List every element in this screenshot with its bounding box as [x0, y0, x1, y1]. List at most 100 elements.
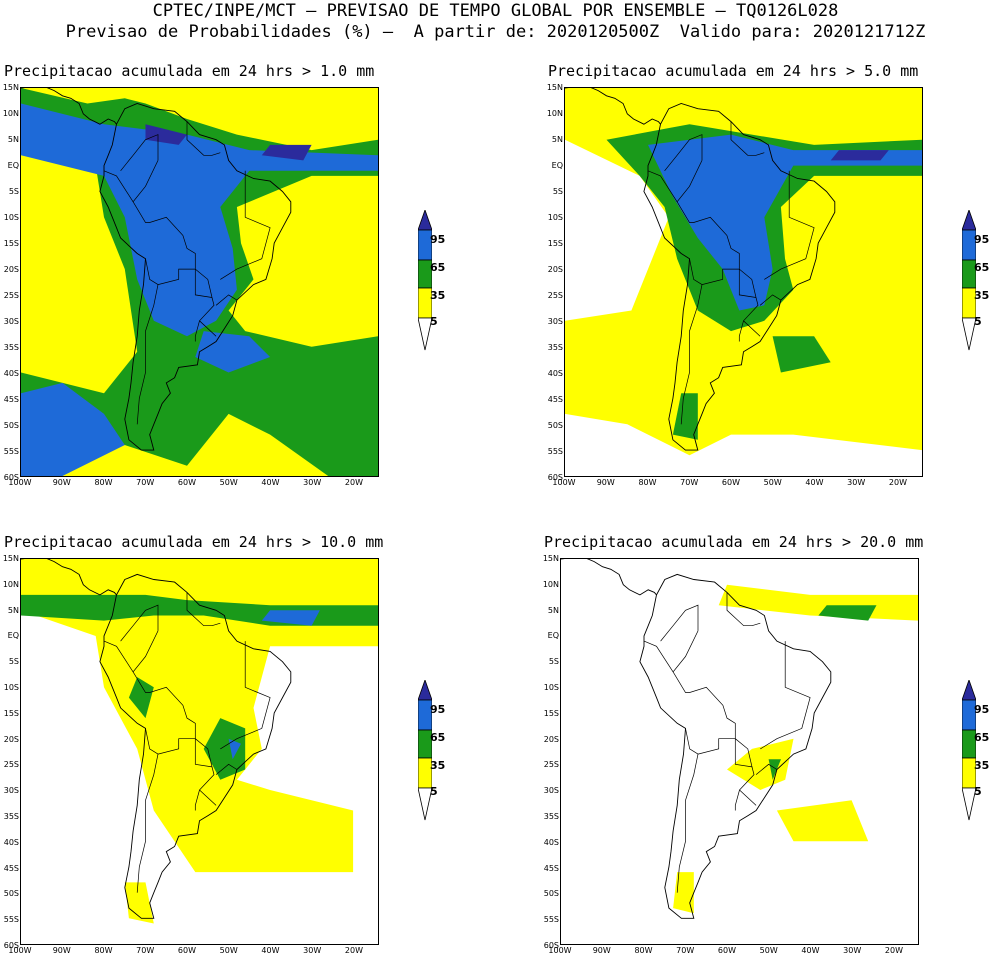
country-border	[186, 121, 221, 156]
lon-tick-label: 70W	[136, 946, 155, 955]
map-svg	[21, 88, 378, 476]
lat-tick-label: 30S	[543, 786, 559, 796]
lat-tick-label: 15S	[3, 708, 19, 718]
lat-tick-label: 5N	[551, 135, 563, 144]
map-panel-1	[20, 87, 379, 477]
lon-tick-label: 90W	[52, 946, 71, 955]
legend-label-95: 95	[974, 233, 990, 246]
map-panel-3	[20, 558, 379, 945]
country-border	[194, 269, 213, 298]
lat-tick-label: 10N	[2, 109, 19, 118]
lon-tick-label: 30W	[843, 946, 862, 955]
lat-tick-label: 50S	[3, 421, 19, 430]
country-border	[738, 320, 744, 342]
probability-field-yellow	[718, 584, 918, 621]
lat-tick-label: 55S	[3, 915, 19, 925]
probability-field-blue	[21, 103, 378, 337]
lat-tick-label: 10S	[3, 683, 19, 692]
country-border	[734, 738, 753, 768]
lat-tick-label: 50S	[547, 421, 563, 430]
lat-tick-label: EQ	[7, 631, 19, 641]
lat-tick-label: 25S	[3, 291, 19, 300]
country-border	[215, 763, 238, 775]
legend-label-65: 65	[974, 731, 990, 744]
lat-tick-label: 35S	[3, 812, 19, 821]
lat-tick-label: 15N	[2, 554, 19, 563]
probability-field-yellow	[124, 882, 154, 924]
lon-tick-label: 30W	[303, 946, 322, 955]
legend-label-5: 5	[974, 315, 982, 328]
legend-label-35: 35	[430, 759, 446, 772]
lon-tick-label: 90W	[52, 478, 71, 487]
lat-tick-label: 60S	[3, 941, 19, 950]
lon-tick-label: 80W	[638, 478, 657, 487]
lat-tick-label: 45S	[3, 863, 19, 873]
legend-colorbar	[962, 680, 976, 821]
lat-tick-label: 5S	[8, 657, 19, 667]
lon-tick-label: 60W	[177, 946, 197, 955]
coastline-central-america	[21, 88, 117, 125]
probability-field-blue	[261, 610, 320, 626]
country-border	[647, 170, 678, 202]
legend-label-65: 65	[430, 731, 446, 744]
country-border	[136, 728, 159, 893]
color-legend: 95 65 35 5	[418, 210, 478, 360]
country-border	[120, 134, 159, 172]
probability-field-green	[203, 718, 246, 780]
lon-tick-label: 40W	[261, 946, 280, 955]
lat-tick-label: 25S	[547, 291, 563, 300]
country-border	[103, 640, 134, 673]
lat-tick-label: 10S	[3, 213, 19, 222]
lat-tick-label: 15N	[542, 554, 559, 563]
lon-tick-label: 50W	[219, 946, 238, 955]
legend-label-5: 5	[430, 315, 438, 328]
country-border	[701, 268, 740, 285]
country-border	[730, 121, 765, 156]
country-border	[103, 170, 134, 202]
legend-colorbar	[962, 210, 976, 351]
lat-tick-label: 15N	[2, 83, 19, 92]
lat-tick-label: EQ	[7, 161, 19, 170]
lat-tick-label: 40S	[3, 837, 19, 847]
lat-tick-label: 30S	[3, 317, 19, 326]
probability-field-green	[768, 759, 781, 780]
map-panel-4	[560, 558, 919, 945]
lon-tick-label: 30W	[847, 478, 866, 487]
lat-tick-label: 10N	[546, 109, 563, 118]
lon-tick-label: 50W	[759, 946, 778, 955]
country-border	[755, 763, 778, 775]
coastline	[643, 103, 836, 451]
legend-label-65: 65	[974, 261, 990, 274]
country-border	[157, 268, 196, 285]
panel-title-1: Precipitacao acumulada em 24 hrs > 1.0 m…	[4, 62, 375, 80]
lon-tick-label: 90W	[596, 478, 615, 487]
chart-subtitle: Previsao de Probabilidades (%) — A parti…	[65, 22, 926, 42]
legend-label-5: 5	[974, 785, 982, 798]
lat-tick-label: 5N	[547, 605, 559, 615]
lat-tick-label: 20S	[543, 734, 559, 744]
lat-tick-label: 55S	[3, 447, 19, 456]
probability-field-yellow	[727, 738, 794, 790]
lon-tick-label: 20W	[344, 946, 363, 955]
country-border	[136, 258, 159, 425]
color-legend: 95 65 35 5	[962, 210, 991, 360]
lat-tick-label: 45S	[3, 395, 19, 404]
probability-field-blue	[228, 738, 241, 760]
country-border	[672, 630, 757, 806]
lat-tick-label: 60S	[3, 473, 19, 482]
lat-tick-label: 30S	[547, 317, 563, 326]
probability-field-green	[772, 336, 831, 373]
lat-tick-label: 60S	[543, 941, 559, 950]
lat-tick-label: 40S	[547, 369, 563, 378]
lat-tick-label: EQ	[551, 161, 563, 170]
country-border	[132, 630, 217, 806]
country-border	[738, 269, 757, 298]
country-border	[215, 294, 238, 306]
color-legend: 95 65 35 5	[418, 680, 478, 830]
lat-tick-label: 45S	[543, 863, 559, 873]
lat-tick-label: 35S	[547, 343, 563, 352]
lat-tick-label: EQ	[547, 631, 559, 641]
coastline-central-america	[565, 88, 661, 125]
lon-tick-label: 100W	[8, 946, 32, 955]
country-border	[676, 728, 699, 893]
